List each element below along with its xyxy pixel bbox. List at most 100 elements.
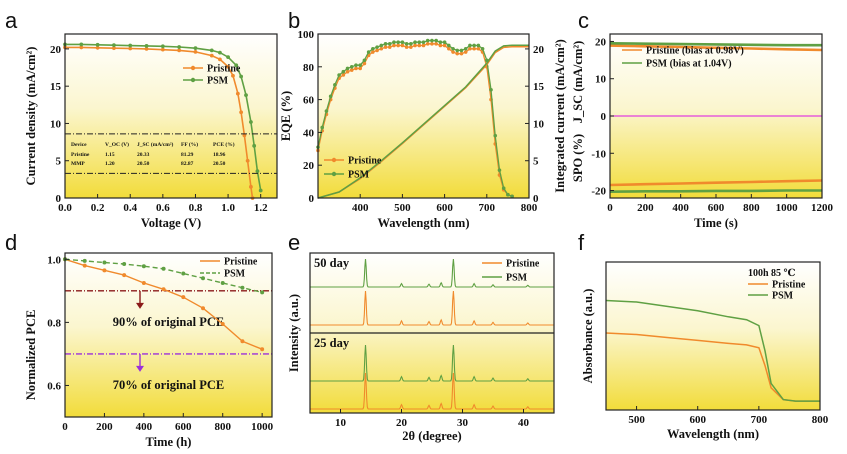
data-point	[177, 45, 182, 49]
data-point	[459, 51, 464, 56]
data-point	[341, 73, 346, 77]
legend-label: Pristine	[506, 259, 540, 270]
data-point	[240, 285, 245, 290]
plot-background	[606, 262, 820, 410]
table-header-cell: J_SC (mA/cm²)	[137, 141, 173, 148]
y-tick-label: 80	[303, 62, 315, 74]
table-cell: 82.87	[181, 161, 194, 167]
data-point	[375, 45, 379, 49]
xrd-pattern	[310, 290, 554, 326]
data-point	[112, 43, 116, 48]
data-point	[144, 47, 149, 51]
x-axis-label: Time (s)	[694, 216, 738, 230]
x-tick-label: 1000	[251, 421, 274, 433]
data-point	[235, 91, 240, 96]
data-point	[476, 46, 481, 51]
data-point	[447, 46, 451, 51]
panel-label: c	[578, 8, 589, 33]
plot-frame	[317, 33, 530, 199]
legend-marker	[190, 77, 196, 83]
x-tick-label: 0.8	[189, 202, 203, 214]
y-tick-label: 100	[298, 29, 315, 41]
panel-label: b	[288, 8, 300, 33]
x-tick-label: 700	[751, 414, 768, 426]
data-point	[341, 69, 346, 74]
data-point	[409, 42, 413, 46]
data-point	[417, 43, 422, 48]
data-point	[320, 125, 325, 130]
data-point	[260, 290, 265, 295]
chart-title: 100h 85 ℃	[748, 268, 796, 279]
legend-label: Pristine	[772, 280, 806, 291]
data-point	[400, 43, 405, 48]
x-tick-label: 10	[335, 417, 347, 429]
data-point	[160, 47, 165, 52]
data-point	[226, 64, 230, 69]
data-point	[438, 43, 443, 48]
data-point	[328, 94, 333, 99]
legend-label: PSM	[348, 170, 370, 181]
data-point	[226, 55, 230, 60]
y-tick-label: 5	[533, 156, 539, 168]
data-point	[417, 40, 422, 44]
data-point	[354, 63, 358, 67]
data-point	[434, 42, 438, 46]
data-point	[497, 168, 502, 172]
y-tick-label: 20	[595, 36, 607, 48]
legend-label: PSM	[772, 291, 794, 302]
data-point	[387, 42, 392, 46]
data-point	[218, 50, 222, 55]
data-point	[201, 276, 205, 281]
x-tick-label: 20	[396, 417, 408, 429]
data-point	[255, 169, 260, 174]
x-tick-label: 0.0	[58, 202, 72, 214]
data-point	[141, 264, 146, 269]
arrow-head	[136, 365, 144, 372]
data-point	[337, 73, 341, 77]
data-point	[242, 133, 247, 138]
data-point	[362, 61, 367, 66]
table-cell: 1.20	[105, 161, 115, 167]
data-point	[468, 46, 472, 51]
data-point	[234, 63, 239, 68]
x-tick-label: 400	[352, 202, 369, 214]
data-point	[95, 45, 100, 50]
x-axis-label: Time (h)	[146, 435, 192, 449]
data-point	[425, 38, 430, 43]
data-point	[413, 43, 417, 48]
data-point	[345, 66, 350, 71]
y-axis-label-right: Integrated current (mA/cm²)	[553, 39, 567, 192]
data-point	[472, 43, 476, 48]
data-point	[455, 48, 460, 53]
x-axis-label: Wavelength (nm)	[667, 427, 759, 441]
y-tick-label: 0.8	[47, 317, 61, 329]
legend-label: Pristine	[224, 257, 258, 268]
x-tick-label: 0.2	[91, 202, 105, 214]
legend-label: Pristine	[207, 64, 241, 75]
series-line	[609, 179, 823, 187]
y-tick-label: -10	[591, 148, 606, 160]
data-point	[245, 158, 250, 163]
y-tick-label: 15	[533, 81, 545, 93]
data-point	[421, 43, 426, 48]
data-point	[193, 49, 198, 54]
panel-c: Pristine (bias at 0.98V) PSM (bias at 1.0…	[571, 33, 834, 230]
legend-marker	[331, 157, 337, 163]
data-point	[366, 50, 371, 54]
table-cell: 20.50	[213, 161, 226, 167]
data-point	[102, 260, 107, 265]
table-header-cell: Device	[71, 142, 87, 148]
plot-frame	[309, 252, 555, 414]
y-axis-label-bottom: SPO (%)	[571, 134, 585, 182]
data-point	[345, 69, 350, 74]
data-point	[239, 110, 244, 115]
y-tick-label: 10	[533, 118, 545, 130]
data-point	[82, 263, 87, 268]
table-cell: 1.15	[105, 152, 115, 158]
table-cell: 81.29	[181, 152, 194, 158]
panel-a: Device V_OC (V) J_SC (mA/cm²) FF (%) PCE (%)…	[24, 33, 278, 230]
x-tick-label: 0	[607, 202, 613, 214]
data-point	[463, 50, 468, 54]
y-axis-label: Absorbance (a.u.)	[581, 289, 595, 384]
